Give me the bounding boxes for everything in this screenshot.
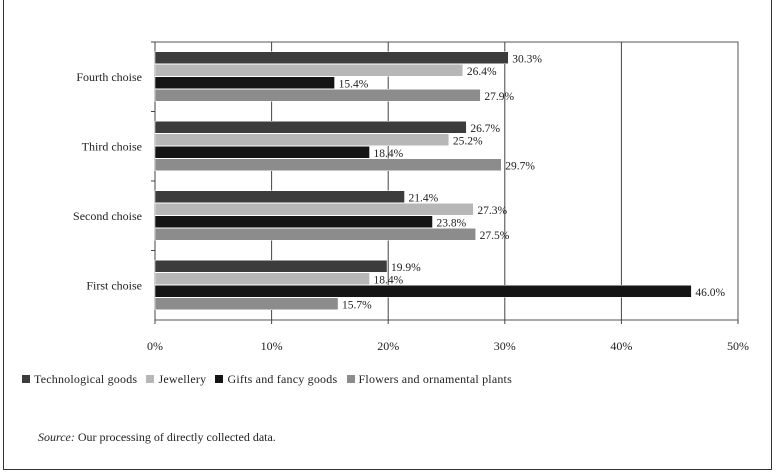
- bar: [154, 297, 339, 310]
- bar: [154, 76, 335, 89]
- data-label: 26.4%: [467, 66, 497, 78]
- bar: [154, 121, 467, 134]
- bar: [154, 158, 502, 171]
- bar: [154, 203, 474, 216]
- x-tick-label: 20%: [377, 339, 399, 353]
- data-label: 23.8%: [437, 217, 467, 229]
- bar: [154, 133, 450, 146]
- x-tick-label: 10%: [261, 339, 283, 353]
- data-label: 27.3%: [477, 205, 507, 217]
- data-label: 18.4%: [374, 148, 404, 160]
- data-label: 29.7%: [505, 160, 535, 172]
- bar: [154, 260, 388, 273]
- x-tick-label: 0%: [147, 339, 163, 353]
- x-tick-label: 50%: [727, 339, 749, 353]
- bar: [154, 64, 464, 77]
- data-label: 46.0%: [695, 287, 725, 299]
- bar: [154, 272, 370, 285]
- legend-label: Technological goods: [34, 372, 138, 386]
- data-label: 19.9%: [391, 262, 421, 274]
- legend-swatch-flowers: [346, 375, 355, 383]
- data-label: 25.2%: [453, 135, 483, 147]
- legend-item: Jewellery: [146, 372, 206, 387]
- x-tick-label: 40%: [610, 339, 632, 353]
- data-label: 21.4%: [409, 192, 439, 204]
- source-label: Source:: [38, 430, 75, 444]
- bar: [154, 190, 405, 203]
- category-label: First choise: [86, 278, 142, 292]
- bar: [154, 89, 481, 102]
- data-label: 26.7%: [470, 123, 500, 135]
- chart-legend: Technological goods Jewellery Gifts and …: [22, 372, 762, 387]
- legend-swatch-jewellery: [146, 375, 155, 383]
- legend-item: Gifts and fancy goods: [215, 372, 337, 387]
- bar: [154, 51, 509, 64]
- x-tick-label: 30%: [494, 339, 516, 353]
- source-text: Our processing of directly collected dat…: [77, 430, 276, 444]
- data-label: 15.4%: [339, 78, 369, 90]
- legend-label: Jewellery: [158, 372, 207, 386]
- legend-swatch-gifts: [215, 375, 224, 383]
- data-label: 15.7%: [342, 299, 372, 311]
- legend-swatch-technological-goods: [22, 375, 30, 383]
- data-label: 30.3%: [512, 53, 542, 65]
- legend-item: Technological goods: [22, 372, 137, 387]
- bar: [154, 228, 476, 241]
- figure-frame: [3, 0, 772, 470]
- bar: [154, 285, 692, 298]
- data-label: 27.5%: [480, 230, 510, 242]
- legend-label: Flowers and ornamental plants: [358, 372, 512, 386]
- source-note: Source: Our processing of directly colle…: [38, 430, 276, 445]
- bar-chart: 0% 10% 20% 30% 40% 50% Fourth choise 30.3% 26.4%…: [73, 41, 749, 353]
- bar: [154, 215, 433, 228]
- data-label: 18.4%: [374, 274, 404, 286]
- legend-label: Gifts and fancy goods: [227, 372, 338, 386]
- category-label: Third choise: [82, 139, 142, 153]
- data-label: 27.9%: [484, 91, 514, 103]
- category-label: Second choise: [73, 209, 142, 223]
- bar: [154, 146, 370, 159]
- legend-item: Flowers and ornamental plants: [346, 372, 512, 387]
- category-label: Fourth choise: [76, 70, 142, 84]
